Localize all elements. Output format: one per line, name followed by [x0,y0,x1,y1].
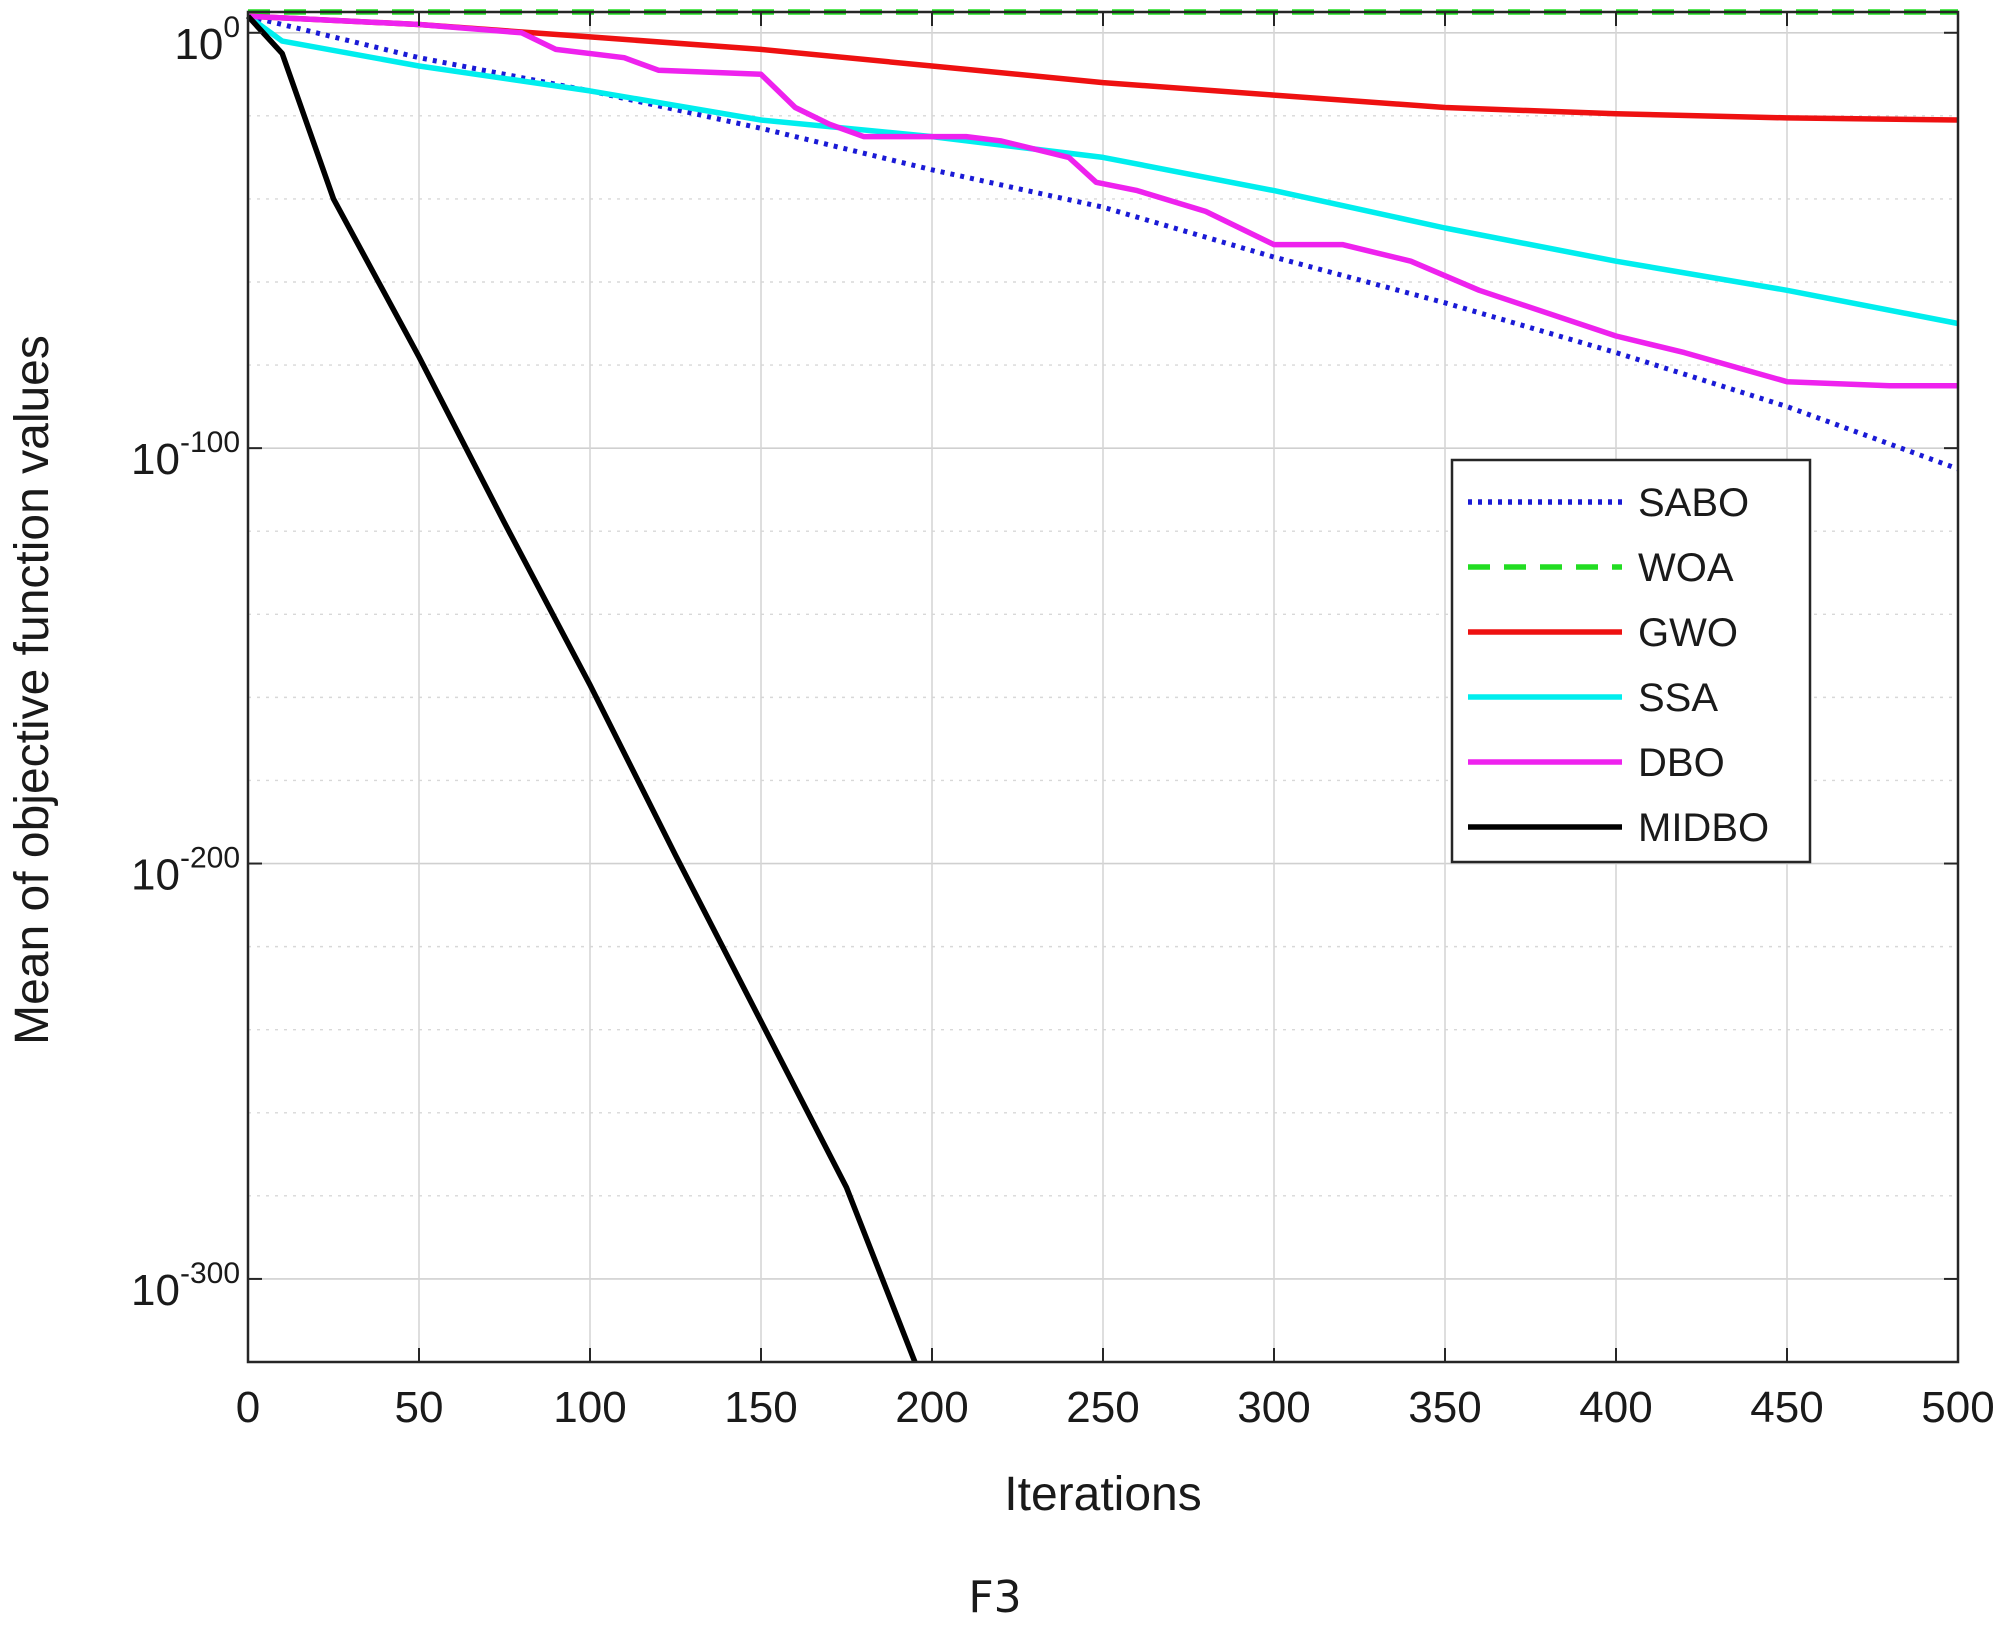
series-line-midbo [245,14,918,1364]
y-tick-label: 100 [174,11,240,69]
x-tick-label: 50 [395,1383,444,1432]
x-tick-label: 150 [724,1383,797,1432]
figure-caption: F3 [968,1572,1021,1623]
legend-label-dbo: DBO [1638,741,1725,785]
legend-label-ssa: SSA [1638,676,1718,720]
y-tick-label: 10-100 [131,426,240,484]
x-tick-label: 400 [1579,1383,1652,1432]
series-line-dbo [247,13,1958,389]
y-axis-title: Mean of objective function values [6,335,59,1045]
x-tick-label: 450 [1750,1383,1823,1432]
x-tick-label: 0 [236,1383,260,1432]
y-tick-label: 10-200 [131,842,240,900]
x-tick-label: 300 [1237,1383,1310,1432]
legend-label-woa: WOA [1638,546,1734,590]
x-axis-title: Iterations [1004,1468,1201,1521]
x-tick-label: 200 [895,1383,968,1432]
y-tick-label: 10-300 [131,1257,240,1315]
legend-label-gwo: GWO [1638,611,1738,655]
legend-box [1450,458,1812,864]
legend-label-sabo: SABO [1638,481,1749,525]
legend: SABO WOA GWO SSA DBO MIDBO [1450,458,1812,864]
legend-label-midbo: MIDBO [1638,806,1769,850]
x-tick-label: 250 [1066,1383,1139,1432]
tick-layer: 0 50 100 150 200 250 300 350 400 450 500 100 10-100 1… [131,11,1995,1432]
x-tick-label: 350 [1408,1383,1481,1432]
x-tick-label: 100 [553,1383,626,1432]
series-line-gwo [247,13,1959,123]
x-tick-label: 500 [1921,1383,1994,1432]
